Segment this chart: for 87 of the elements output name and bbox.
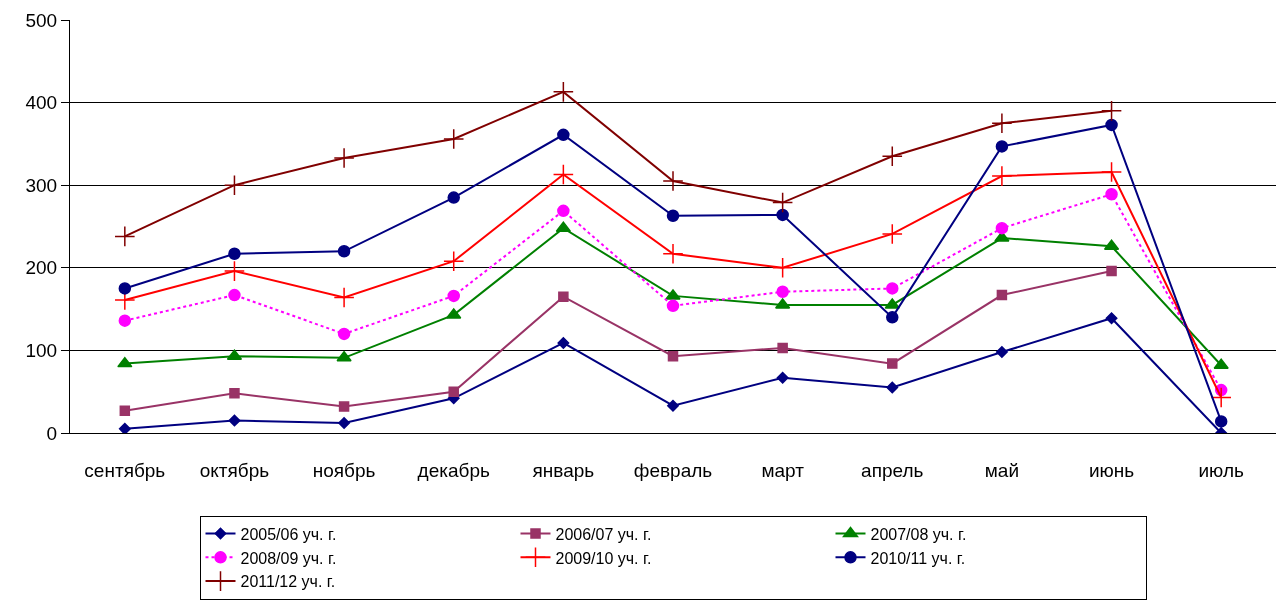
x-tick-label: март xyxy=(761,459,805,481)
x-tick-label: сентябрь xyxy=(84,459,166,481)
point xyxy=(119,405,131,416)
point xyxy=(114,225,136,247)
point xyxy=(667,399,679,412)
point xyxy=(223,174,245,196)
y-tick-label: 0 xyxy=(46,422,58,444)
point xyxy=(558,291,569,302)
y-tick-label: 300 xyxy=(25,174,58,196)
point xyxy=(662,170,684,192)
point xyxy=(557,128,570,142)
point xyxy=(991,165,1013,187)
point xyxy=(338,417,351,430)
point xyxy=(1101,161,1123,183)
point xyxy=(333,286,355,309)
point xyxy=(1103,239,1120,251)
x-tick-label: июнь xyxy=(1088,459,1135,481)
x-tick-label: январь xyxy=(532,459,595,481)
x-tick-label: декабрь xyxy=(417,459,490,481)
point xyxy=(1105,118,1118,132)
x-tick-label: октябрь xyxy=(199,459,270,481)
point xyxy=(772,192,794,214)
point xyxy=(117,356,133,368)
point xyxy=(1210,386,1232,409)
point xyxy=(443,250,465,272)
point xyxy=(1106,265,1117,277)
y-tick-label: 200 xyxy=(25,257,58,279)
point xyxy=(118,422,131,433)
x-tick-label: май xyxy=(984,459,1020,481)
point xyxy=(338,401,350,412)
point xyxy=(995,221,1009,235)
y-tick-label: 100 xyxy=(25,340,58,362)
point xyxy=(666,209,680,223)
point xyxy=(118,314,132,327)
point xyxy=(776,208,789,222)
point xyxy=(443,128,465,150)
point xyxy=(1101,100,1123,122)
legend-label: 2005/06 уч. г. xyxy=(240,525,337,543)
x-tick-label: ноябрь xyxy=(312,459,376,481)
point xyxy=(1213,358,1229,370)
point xyxy=(1214,415,1228,428)
legend-label: 2008/09 уч. г. xyxy=(240,549,337,567)
point xyxy=(552,163,574,186)
point xyxy=(666,299,680,313)
point xyxy=(229,388,240,399)
point xyxy=(337,327,351,341)
legend-label: 2006/07 уч. г. xyxy=(555,525,652,543)
point xyxy=(448,386,459,397)
y-tick-label: 400 xyxy=(25,92,58,114)
legend-label: 2011/12 уч. г. xyxy=(240,573,336,591)
legend-label: 2010/11 уч. г. xyxy=(870,549,966,567)
point xyxy=(772,257,794,279)
point xyxy=(223,260,245,282)
point xyxy=(447,191,460,204)
point xyxy=(776,285,789,298)
point xyxy=(886,381,899,394)
point xyxy=(337,245,351,258)
point xyxy=(662,243,684,265)
point xyxy=(333,147,355,169)
point xyxy=(995,140,1009,153)
point xyxy=(557,204,570,218)
point xyxy=(887,358,898,369)
y-tick-label: 500 xyxy=(25,9,58,31)
point xyxy=(995,346,1008,358)
x-tick-label: февраль xyxy=(633,459,713,481)
point xyxy=(881,145,903,167)
point xyxy=(886,311,899,324)
point xyxy=(667,350,679,362)
point xyxy=(447,289,460,303)
point xyxy=(228,288,241,302)
point xyxy=(991,112,1013,134)
point xyxy=(1105,188,1118,201)
point xyxy=(552,81,574,103)
point xyxy=(228,247,241,261)
point xyxy=(996,289,1008,301)
point xyxy=(118,282,132,295)
point xyxy=(776,371,789,384)
point xyxy=(1105,312,1118,325)
x-tick-label: июль xyxy=(1198,459,1244,481)
point xyxy=(886,282,899,295)
point xyxy=(881,223,903,245)
point xyxy=(777,342,788,354)
point xyxy=(228,414,241,427)
legend-label: 2007/08 уч. г. xyxy=(870,525,967,543)
x-tick-label: апрель xyxy=(861,459,924,481)
legend-label: 2009/10 уч. г. xyxy=(555,549,652,567)
point xyxy=(557,337,570,349)
